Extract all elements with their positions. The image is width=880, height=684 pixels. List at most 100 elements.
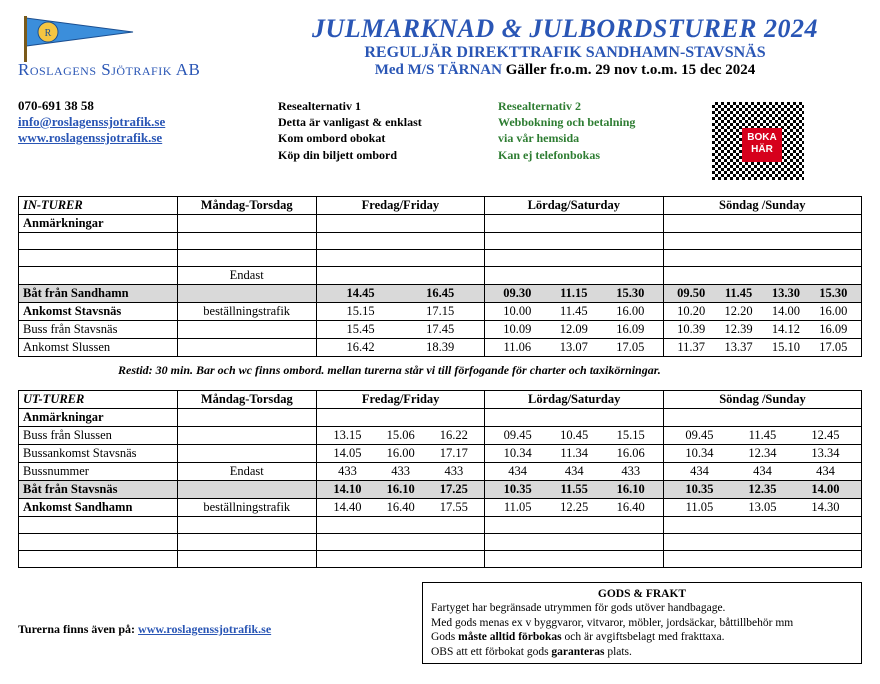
contact-email[interactable]: info@roslagenssjotrafik.se — [18, 114, 165, 129]
time-cell: 434434433 — [485, 463, 664, 481]
time-cell — [316, 250, 484, 267]
info-row: 070-691 38 58 info@roslagenssjotrafik.se… — [18, 98, 862, 184]
gods-h: GODS & FRAKT — [431, 587, 853, 601]
contact-web[interactable]: www.roslagenssjotrafik.se — [18, 130, 162, 145]
day-header: Måndag-Torsdag — [177, 197, 316, 215]
table-row: Båt från Sandhamn 14.4516.4509.3011.1515.… — [19, 285, 862, 303]
time-cell: 13.1515.0616.22 — [316, 427, 485, 445]
time-value: 11.45 — [715, 286, 762, 301]
row-label: Båt från Sandhamn — [19, 285, 178, 303]
time-cell: 14.4516.45 — [316, 285, 484, 303]
time-value: 15.15 — [321, 304, 401, 319]
alt2-l2: via vår hemsida — [498, 130, 698, 146]
time-value: 16.42 — [321, 340, 401, 355]
time-cell — [485, 215, 663, 233]
table-row: Ankomst Sandhamnbeställningstrafik14.401… — [19, 499, 862, 517]
time-value: 12.45 — [794, 428, 857, 443]
monThu-cell: beställningstrafik — [177, 499, 316, 517]
time-cell — [663, 267, 861, 285]
time-value: 10.20 — [668, 304, 715, 319]
time-value: 09.50 — [668, 286, 715, 301]
time-value: 12.20 — [715, 304, 762, 319]
time-cell: 15.4517.45 — [316, 321, 484, 339]
time-cell — [485, 267, 663, 285]
row-label — [19, 233, 178, 250]
time-cell — [485, 534, 664, 551]
time-cell: 09.3011.1515.30 — [485, 285, 663, 303]
time-cell — [316, 517, 485, 534]
alt1-h: Resealternativ 1 — [278, 98, 498, 114]
time-value: 13.05 — [731, 500, 794, 515]
time-cell: 14.4016.4017.55 — [316, 499, 485, 517]
time-value: 17.05 — [602, 340, 658, 355]
alt2-h: Resealternativ 2 — [498, 98, 698, 114]
time-value: 10.34 — [489, 446, 546, 461]
time-value: 16.40 — [602, 500, 659, 515]
time-value: 13.15 — [321, 428, 374, 443]
time-value: 10.09 — [489, 322, 545, 337]
time-value: 15.45 — [321, 322, 401, 337]
gods-l1: Fartyget har begränsade utrymmen för god… — [431, 601, 853, 615]
time-value: 11.55 — [546, 482, 603, 497]
alt1-l3: Köp din biljett ombord — [278, 147, 498, 163]
monThu-cell — [177, 551, 316, 568]
time-value: 09.45 — [489, 428, 546, 443]
time-cell — [485, 250, 663, 267]
pennant-logo: R — [18, 14, 138, 58]
qr-badge: BOKA HÄR — [742, 128, 782, 162]
time-value: 434 — [794, 464, 857, 479]
time-value: 14.10 — [321, 482, 374, 497]
table-row: Ankomst Slussen16.4218.3911.0613.0717.05… — [19, 339, 862, 357]
time-value: 10.35 — [489, 482, 546, 497]
monThu-cell: beställningstrafik — [177, 303, 316, 321]
time-cell: 11.0512.2516.40 — [485, 499, 664, 517]
monThu-cell — [177, 517, 316, 534]
time-cell — [663, 551, 861, 568]
time-value: 11.45 — [731, 428, 794, 443]
day-header: Söndag /Sunday — [663, 391, 861, 409]
row-label: Bussnummer — [19, 463, 178, 481]
time-cell: 10.3511.5516.10 — [485, 481, 664, 499]
table-row: Ankomst Stavsnäsbeställningstrafik 15.15 1… — [19, 303, 862, 321]
time-value: 12.25 — [546, 500, 603, 515]
table-row: BussnummerEndast433433433434434433434434… — [19, 463, 862, 481]
monThu-cell — [177, 215, 316, 233]
time-value: 433 — [321, 464, 374, 479]
time-value: 10.00 — [489, 304, 545, 319]
time-cell: 10.0912.0916.09 — [485, 321, 663, 339]
alt1-l2: Kom ombord obokat — [278, 130, 498, 146]
time-cell — [485, 517, 664, 534]
footer-row: Turerna finns även på: www.roslagenssjot… — [18, 582, 862, 664]
time-value: 17.17 — [427, 446, 480, 461]
time-value: 10.45 — [546, 428, 603, 443]
time-cell: 16.4218.39 — [316, 339, 484, 357]
qr-code[interactable]: BOKA HÄR — [708, 98, 808, 184]
contact-block: 070-691 38 58 info@roslagenssjotrafik.se… — [18, 98, 278, 146]
time-value: 16.00 — [602, 304, 658, 319]
time-cell: 10.2012.2014.0016.00 — [663, 303, 861, 321]
table-row: Anmärkningar — [19, 215, 862, 233]
row-label: Ankomst Stavsnäs — [19, 303, 178, 321]
time-value: 09.30 — [489, 286, 545, 301]
time-cell — [316, 233, 484, 250]
time-value: 16.45 — [400, 286, 480, 301]
monThu-cell — [177, 339, 316, 357]
time-cell: 10.3411.3416.06 — [485, 445, 664, 463]
time-value: 10.39 — [668, 322, 715, 337]
time-value: 15.06 — [374, 428, 427, 443]
time-cell: 10.3912.3914.1216.09 — [663, 321, 861, 339]
time-value: 11.15 — [546, 286, 602, 301]
time-cell: 09.4511.4512.45 — [663, 427, 861, 445]
table-row: Anmärkningar — [19, 409, 862, 427]
table-row: Bussankomst Stavsnäs14.0516.0017.1710.34… — [19, 445, 862, 463]
footer-left-link[interactable]: www.roslagenssjotrafik.se — [138, 622, 271, 636]
qr-block: BOKA HÄR — [698, 98, 808, 184]
day-header: Lördag/Saturday — [485, 391, 664, 409]
title-block: JULMARKNAD & JULBORDSTURER 2024 REGULJÄR… — [268, 14, 862, 79]
time-cell — [663, 534, 861, 551]
table-row: Buss från Stavsnäs 15.4517.4510.0912.0916… — [19, 321, 862, 339]
time-cell — [663, 409, 861, 427]
monThu-cell — [177, 250, 316, 267]
row-label: Buss från Stavsnäs — [19, 321, 178, 339]
time-value: 09.45 — [668, 428, 731, 443]
